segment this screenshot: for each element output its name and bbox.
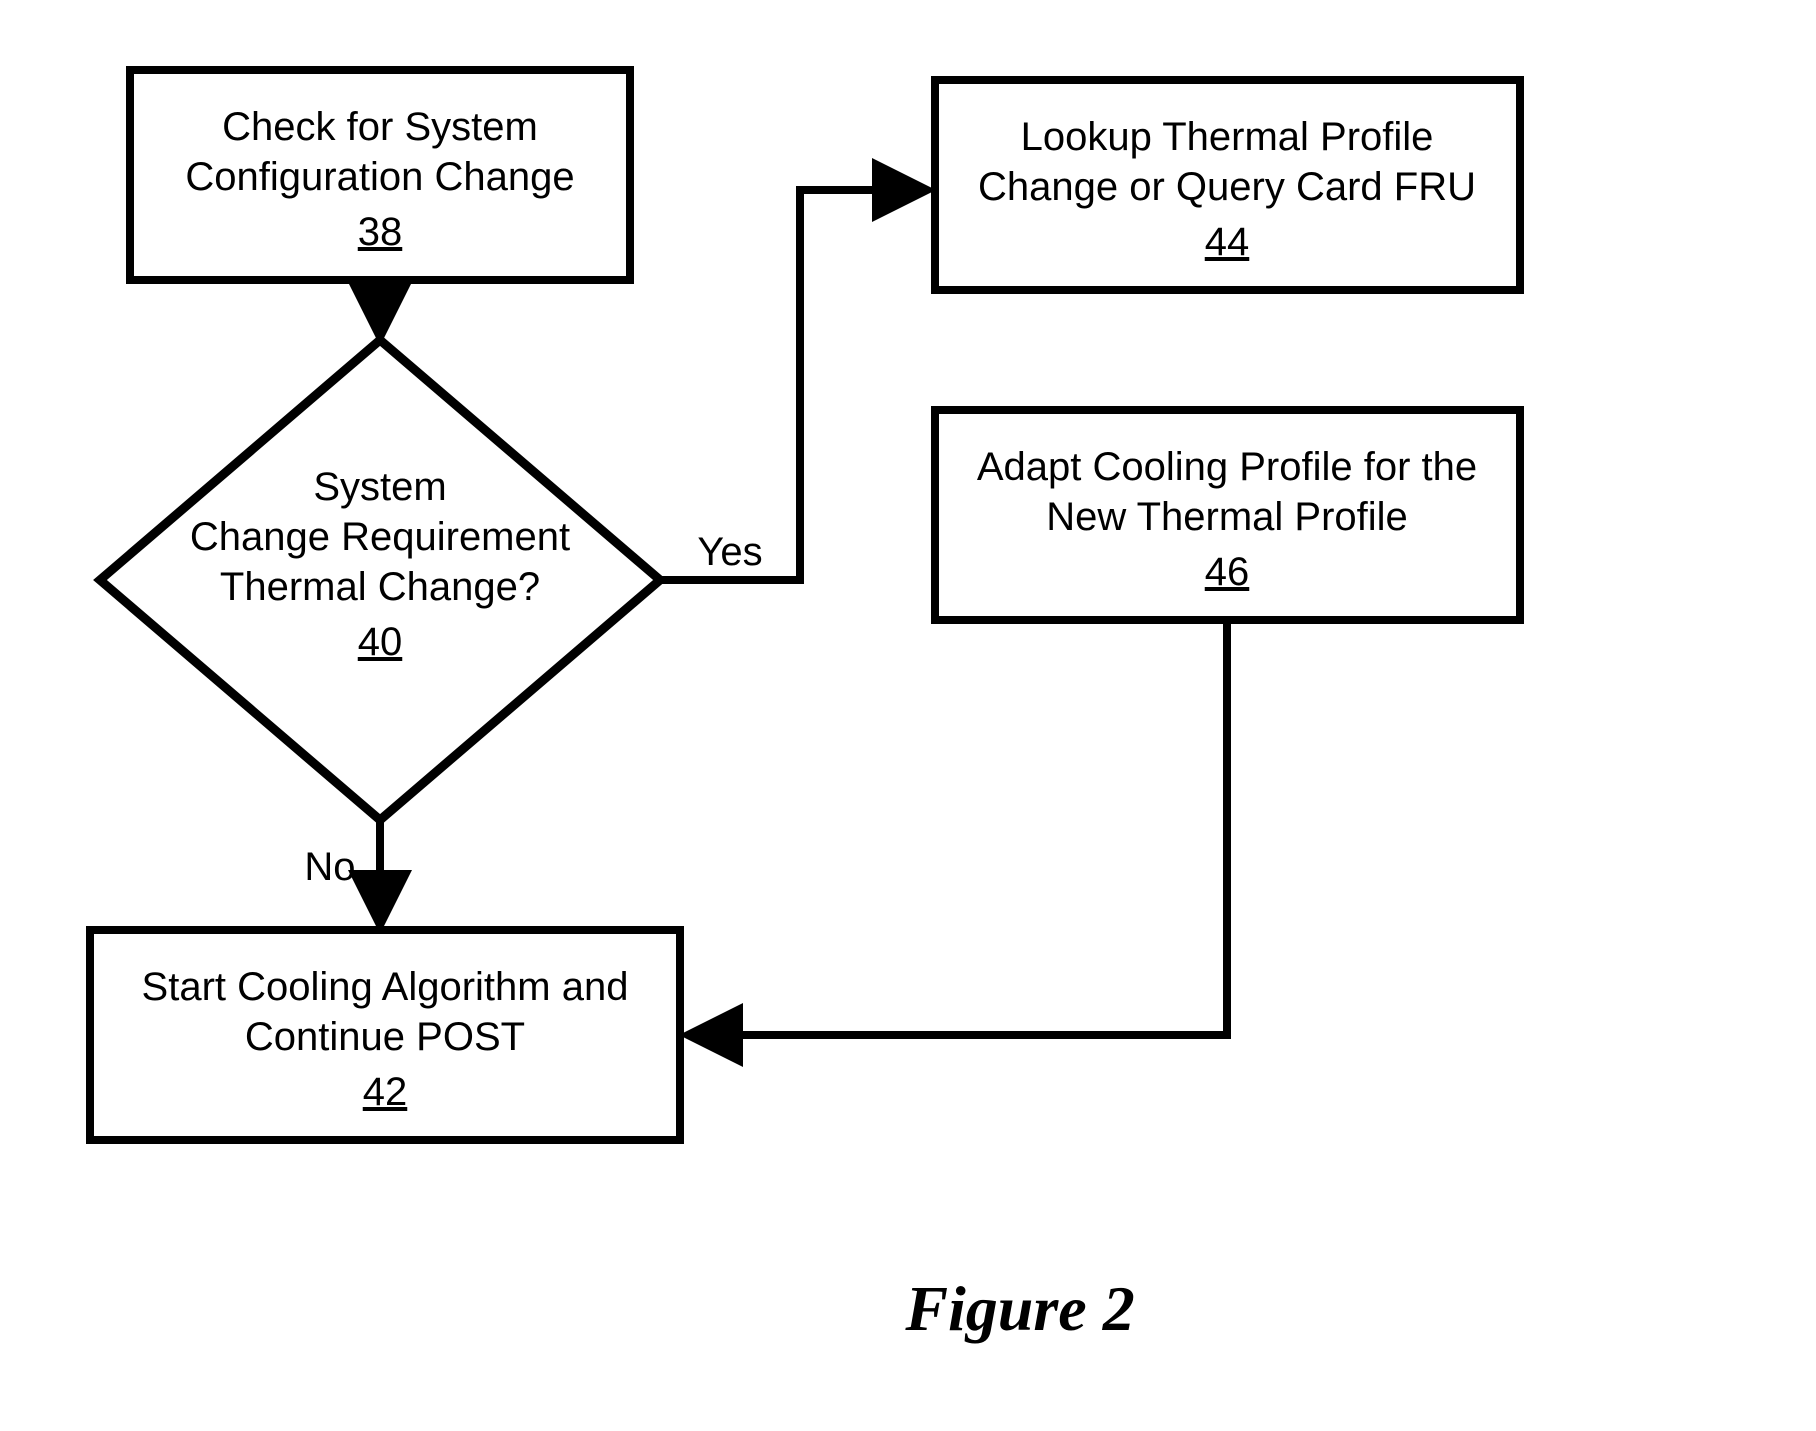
n40-line2: Change Requirement (190, 515, 570, 559)
n42-line1: Start Cooling Algorithm and (142, 965, 629, 1009)
n38-line2: Configuration Change (185, 155, 574, 199)
edge-40-to-44-yes: Yes (660, 190, 920, 580)
node-check-system-config: Check for System Configuration Change 38 (130, 70, 630, 280)
n42-ref: 42 (363, 1070, 408, 1114)
node-system-change-requirement: System Change Requirement Thermal Change… (100, 340, 660, 820)
n44-line2: Change or Query Card FRU (978, 165, 1476, 209)
n38-ref: 38 (358, 210, 403, 254)
n40-line1: System (313, 465, 446, 509)
label-yes: Yes (697, 530, 762, 574)
label-no: No (304, 845, 355, 889)
n46-line1: Adapt Cooling Profile for the (977, 445, 1477, 489)
edge-46-to-42 (695, 620, 1227, 1035)
edge-40-to-42-no: No (304, 820, 380, 918)
n40-ref: 40 (358, 620, 403, 664)
n44-line1: Lookup Thermal Profile (1021, 115, 1434, 159)
node-start-cooling-algorithm: Start Cooling Algorithm and Continue POS… (90, 930, 680, 1140)
n46-ref: 46 (1205, 550, 1250, 594)
n46-line2: New Thermal Profile (1046, 495, 1408, 539)
node-lookup-thermal-profile: Lookup Thermal Profile Change or Query C… (935, 80, 1520, 290)
n40-line3: Thermal Change? (220, 565, 540, 609)
n38-line1: Check for System (222, 105, 538, 149)
n42-line2: Continue POST (245, 1015, 525, 1059)
figure-label: Figure 2 (904, 1273, 1134, 1344)
node-adapt-cooling-profile: Adapt Cooling Profile for the New Therma… (935, 410, 1520, 620)
n44-ref: 44 (1205, 220, 1250, 264)
